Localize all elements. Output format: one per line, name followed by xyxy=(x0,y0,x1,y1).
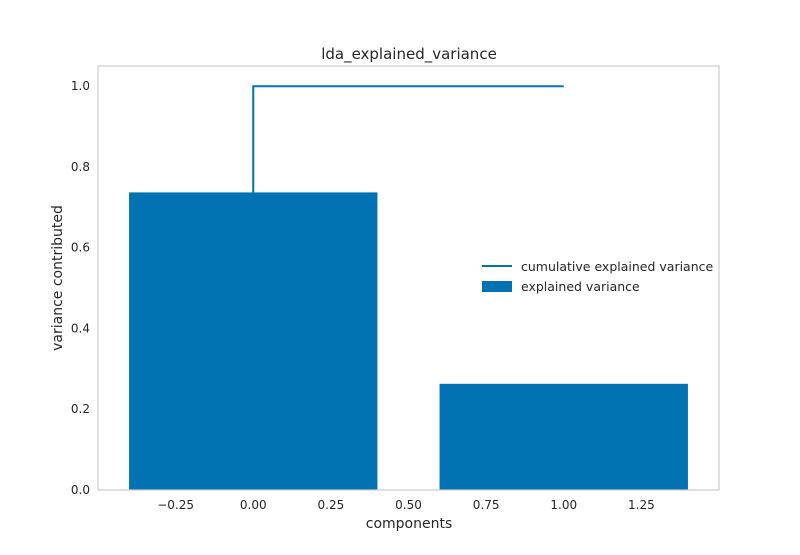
cumulative-line-layer xyxy=(252,85,564,193)
x-axis-label: components xyxy=(366,516,453,532)
legend: cumulative explained variance explained … xyxy=(482,259,714,294)
bars-layer xyxy=(129,192,688,490)
y-tick-label: 0.8 xyxy=(71,160,90,174)
x-tick-label: 0.00 xyxy=(240,498,267,512)
x-tick-label: −0.25 xyxy=(157,498,194,512)
x-tick-label: 1.25 xyxy=(628,498,655,512)
bar-component-0 xyxy=(129,192,378,490)
y-tick-label: 0.4 xyxy=(71,321,90,335)
y-tick-label: 0.6 xyxy=(71,241,90,255)
y-axis-ticks: 0.0 0.2 0.4 0.6 0.8 1.0 xyxy=(71,79,90,497)
bar-component-1 xyxy=(439,383,688,490)
plot-frame xyxy=(97,65,720,491)
y-tick-label: 0.0 xyxy=(71,483,90,497)
legend-swatch-explained xyxy=(482,281,512,292)
x-tick-label: 0.75 xyxy=(473,498,500,512)
legend-label-explained: explained variance xyxy=(521,279,640,294)
legend-label-cumulative: cumulative explained variance xyxy=(521,259,714,274)
y-axis-label: variance contributed xyxy=(50,205,66,351)
y-tick-label: 1.0 xyxy=(71,79,90,93)
x-tick-label: 1.00 xyxy=(550,498,577,512)
x-tick-label: 0.50 xyxy=(395,498,422,512)
chart-title: lda_explained_variance xyxy=(321,45,497,64)
x-tick-label: 0.25 xyxy=(318,498,345,512)
x-axis-ticks: −0.25 0.00 0.25 0.50 0.75 1.00 1.25 xyxy=(157,498,655,512)
y-tick-label: 0.2 xyxy=(71,402,90,416)
cumulative-variance-line xyxy=(252,85,564,193)
